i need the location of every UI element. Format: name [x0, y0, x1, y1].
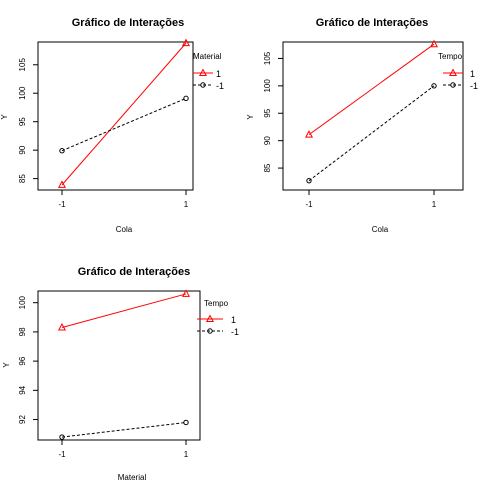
- panel-1-legend-swatch-marker-2: [200, 82, 206, 88]
- panel-1-y-tick-label-3: 100: [18, 86, 27, 100]
- panel-2-y-tick-label-4: 105: [263, 51, 272, 65]
- panel-2-x-tick-label-1: 1: [432, 200, 437, 209]
- panel-1-legend-title: Material: [193, 52, 222, 61]
- panel-2-series-2-line: [308, 85, 435, 182]
- panel-1-legend-swatch-marker-1: [198, 68, 208, 76]
- panel-1-series-1-point-1: [181, 38, 191, 47]
- panel-2-marks: 85 90 95 100 105 -1 1: [263, 39, 464, 209]
- panel-3: Gráfico de Interações 92 94 96 98 100 -1 1 Mat…: [2, 266, 239, 482]
- panel-2-y-tick-label-3: 100: [263, 79, 272, 93]
- panel-2-series-1-line: [308, 43, 435, 136]
- panel-2-legend-label-2: -1: [470, 81, 478, 91]
- panel-1-y-tick-label-0: 85: [18, 174, 27, 183]
- panel-3-series-1-line: [61, 293, 187, 329]
- panel-3-x-tick-label-0: -1: [58, 450, 66, 459]
- panel-3-y-tick-label-2: 96: [18, 356, 27, 365]
- panel-1-y-tick-label-1: 90: [18, 145, 27, 154]
- panel-2-legend-swatch-marker-2: [450, 82, 456, 88]
- panel-2-x-tick-label-0: -1: [305, 200, 313, 209]
- panel-1-series-2-point-1: [183, 95, 189, 102]
- panel-3-y-tick-label-1: 94: [18, 385, 27, 394]
- panel-3-marks: 92 94 96 98 100 -1 1: [18, 289, 223, 459]
- panel-2-series-1-point-1: [429, 39, 439, 48]
- panel-2-series-2-point-1: [431, 83, 437, 89]
- panel-1-y-tick-label-2: 95: [18, 117, 27, 126]
- panel-1-legend-label-1: 1: [216, 69, 221, 79]
- panel-3-series-2-point-0: [59, 434, 65, 440]
- panel-3-legend-title: Tempo: [204, 299, 229, 308]
- panel-2-legend-swatch-marker-1: [448, 68, 458, 76]
- panel-3-x-tick-label-1: 1: [184, 450, 189, 459]
- panel-2-title: Gráfico de Interações: [316, 17, 429, 29]
- panel-1-series-2-point-0: [59, 148, 65, 154]
- panel-3-series-1-point-1: [181, 289, 191, 297]
- panel-1-title: Gráfico de Interações: [72, 17, 185, 29]
- panel-1-series-1-point-0: [57, 180, 67, 188]
- panel-1-series-2-line: [61, 97, 187, 152]
- panel-2-y-tick-label-2: 95: [263, 108, 272, 117]
- panel-3-legend-swatch-marker-1: [205, 314, 215, 322]
- panel-2-series-1-point-0: [304, 130, 314, 138]
- panel-2-y-tick-label-0: 85: [263, 163, 272, 172]
- panel-2-plot-frame: [282, 41, 464, 191]
- panel-3-series-2-point-1: [183, 419, 189, 426]
- panel-3-legend-label-1: 1: [231, 315, 236, 325]
- panel-3-plot-frame: [37, 290, 201, 441]
- panel-2-legend-title: Tempo: [438, 52, 463, 61]
- panel-1-legend-label-2: -1: [216, 81, 224, 91]
- panel-1-series-1-line: [61, 42, 187, 186]
- panel-3-title: Gráfico de Interações: [78, 266, 191, 278]
- panel-1-x-label: Cola: [116, 225, 133, 234]
- panel-1-plot-frame: [37, 41, 194, 191]
- panel-1-x-tick-label-0: -1: [58, 200, 66, 209]
- panel-2-series-2-point-0: [306, 177, 312, 184]
- panel-3-y-tick-label-3: 98: [18, 327, 27, 336]
- panel-3-legend-swatch-marker-2: [207, 328, 213, 334]
- panel-2-y-tick-label-1: 90: [263, 136, 272, 145]
- panel-2-legend-label-1: 1: [470, 69, 475, 79]
- panel-1-x-tick-label-1: 1: [184, 200, 189, 209]
- panel-1-y-label: Y: [0, 114, 9, 120]
- panel-2-y-label: Y: [246, 114, 255, 120]
- panel-1-marks: 85 90 95 100 105 -1 1: [18, 38, 213, 209]
- panel-2-x-label: Cola: [372, 225, 389, 234]
- panel-3-series-1-point-0: [57, 322, 67, 331]
- panel-3-series-2-line: [61, 421, 187, 438]
- panel-3-x-label: Material: [118, 473, 147, 482]
- panel-1: Gráfico de Interações 85 90 95 100 105 -1 1 Co…: [0, 17, 224, 234]
- panel-3-y-tick-label-4: 100: [18, 295, 27, 309]
- panel-3-legend-label-2: -1: [231, 327, 239, 337]
- panel-1-y-tick-label-4: 105: [18, 58, 27, 72]
- panel-3-y-label: Y: [2, 362, 11, 368]
- panel-2: Gráfico de Interações 85 90 95 100 105 -1 1 Co…: [246, 17, 478, 234]
- panel-3-y-tick-label-0: 92: [18, 415, 27, 424]
